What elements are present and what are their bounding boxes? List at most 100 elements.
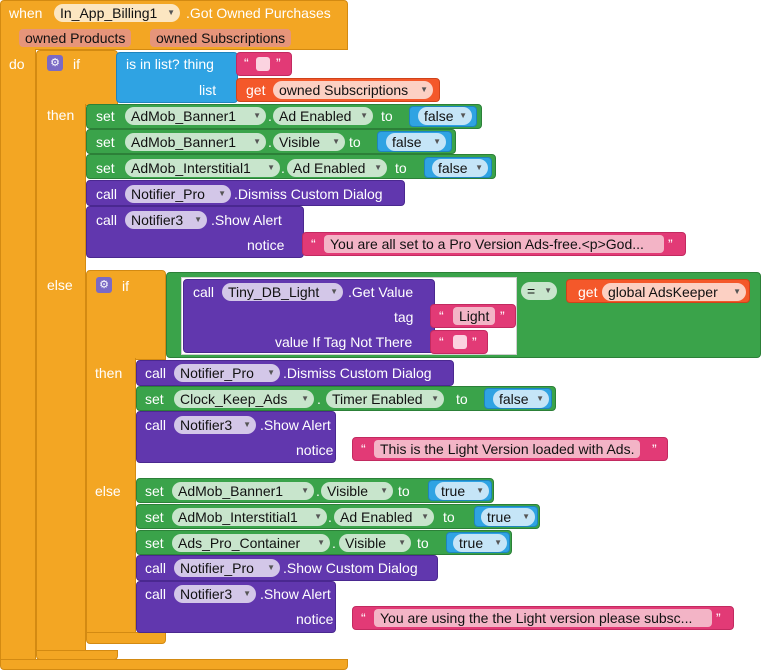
inner-if-spine [86, 358, 136, 634]
to-label: to [398, 483, 410, 499]
component-dropdown[interactable]: Notifier3 [125, 211, 207, 229]
outer-if-label: if [73, 56, 80, 72]
text-field[interactable]: You are using the the Light version plea… [374, 609, 712, 627]
notice-label: notice [296, 611, 334, 627]
component-dropdown[interactable]: Notifier_Pro [174, 559, 280, 577]
property-dropdown[interactable]: Visible [321, 482, 393, 500]
event-footer [0, 659, 348, 670]
open-quote-icon: “ [244, 55, 249, 71]
outer-else-label: else [47, 277, 73, 293]
get-variable-dropdown[interactable]: owned Subscriptions [273, 81, 433, 99]
outer-then-label: then [47, 107, 75, 123]
property-dropdown[interactable]: Ad Enabled [287, 159, 387, 177]
boolean-dropdown[interactable]: true [481, 508, 535, 526]
boolean-dropdown[interactable]: false [493, 390, 549, 408]
boolean-dropdown[interactable]: false [418, 107, 472, 125]
inner-else-label: else [95, 483, 121, 499]
param-owned-products[interactable]: owned Products [19, 29, 132, 47]
dot-label: . [317, 391, 321, 407]
text-field[interactable]: You are all set to a Pro Version Ads-fre… [324, 235, 664, 253]
dot-label: . [332, 535, 336, 551]
get-label: get [246, 82, 266, 98]
dot-label: . [328, 509, 332, 525]
event-when-label: when [9, 5, 43, 21]
component-dropdown[interactable]: Clock_Keep_Ads [174, 390, 314, 408]
call-label: call [145, 365, 167, 381]
event-name-label: .Got Owned Purchases [186, 5, 331, 21]
component-dropdown[interactable]: Notifier_Pro [174, 364, 280, 382]
dot-label: . [281, 160, 285, 176]
call-label: call [193, 284, 215, 300]
method-label: .Get Value [348, 284, 414, 300]
boolean-dropdown[interactable]: true [435, 482, 489, 500]
tag-label: tag [394, 309, 414, 325]
component-dropdown[interactable]: Ads_Pro_Container [172, 534, 330, 552]
method-label: .Dismiss Custom Dialog [234, 186, 383, 202]
event-do-spine [0, 49, 36, 661]
component-dropdown[interactable]: Notifier3 [174, 416, 256, 434]
empty-text-field[interactable] [453, 335, 467, 349]
property-dropdown[interactable]: Timer Enabled [326, 390, 444, 408]
property-dropdown[interactable]: Ad Enabled [334, 508, 434, 526]
set-label: set [145, 509, 164, 525]
get-label: get [578, 284, 598, 300]
gear-icon[interactable]: ⚙ [47, 55, 63, 71]
component-dropdown[interactable]: Notifier_Pro [125, 185, 231, 203]
component-dropdown[interactable]: AdMob_Banner1 [125, 133, 266, 151]
open-quote-icon: “ [361, 610, 366, 626]
param-owned-subscriptions[interactable]: owned Subscriptions [150, 29, 292, 47]
notice-label: notice [247, 237, 285, 253]
to-label: to [349, 134, 361, 150]
open-quote-icon: “ [361, 441, 366, 457]
to-label: to [381, 108, 393, 124]
list-label: list [199, 82, 217, 98]
inner-if-label: if [122, 278, 129, 294]
tag-text-field[interactable]: Light [453, 307, 496, 325]
default-value-label: value If Tag Not There [275, 334, 413, 350]
call-label: call [145, 586, 167, 602]
component-dropdown[interactable]: Notifier3 [174, 585, 256, 603]
boolean-dropdown[interactable]: false [386, 133, 446, 151]
is-in-list-block[interactable] [116, 52, 238, 103]
component-dropdown[interactable]: AdMob_Banner1 [125, 107, 266, 125]
get-variable-dropdown[interactable]: global AdsKeeper [602, 283, 746, 301]
close-quote-icon: ” [276, 55, 281, 71]
call-label: call [145, 417, 167, 433]
set-label: set [145, 483, 164, 499]
property-dropdown[interactable]: Ad Enabled [273, 107, 373, 125]
dot-label: . [268, 108, 272, 124]
outer-if-footer [36, 650, 118, 660]
call-label: call [145, 560, 167, 576]
set-label: set [96, 108, 115, 124]
open-quote-icon: “ [439, 308, 444, 324]
close-quote-icon: ” [668, 236, 673, 252]
dot-label: . [316, 483, 320, 499]
method-label: .Show Alert [260, 417, 331, 433]
operator-dropdown[interactable]: = [521, 282, 557, 300]
text-field[interactable]: This is the Light Version loaded with Ad… [374, 440, 641, 458]
dot-label: . [268, 134, 272, 150]
boolean-dropdown[interactable]: false [432, 159, 488, 177]
close-quote-icon: ” [652, 441, 657, 457]
component-dropdown[interactable]: AdMob_Interstitial1 [125, 159, 280, 177]
method-label: .Show Alert [260, 586, 331, 602]
component-dropdown[interactable]: AdMob_Banner1 [172, 482, 314, 500]
boolean-dropdown[interactable]: true [453, 534, 507, 552]
event-component-dropdown[interactable]: In_App_Billing1 [54, 4, 180, 22]
call-label: call [96, 212, 118, 228]
empty-text-field[interactable] [256, 57, 270, 71]
method-label: .Show Alert [211, 212, 282, 228]
event-do-label: do [9, 56, 25, 72]
outer-if-spine [36, 104, 86, 652]
set-label: set [145, 535, 164, 551]
to-label: to [443, 509, 455, 525]
component-dropdown[interactable]: Tiny_DB_Light [222, 283, 343, 301]
method-label: .Dismiss Custom Dialog [283, 365, 432, 381]
gear-icon[interactable]: ⚙ [96, 277, 112, 293]
property-dropdown[interactable]: Visible [339, 534, 411, 552]
notice-label: notice [296, 442, 334, 458]
set-label: set [145, 391, 164, 407]
component-dropdown[interactable]: AdMob_Interstitial1 [172, 508, 327, 526]
property-dropdown[interactable]: Visible [273, 133, 345, 151]
set-label: set [96, 134, 115, 150]
